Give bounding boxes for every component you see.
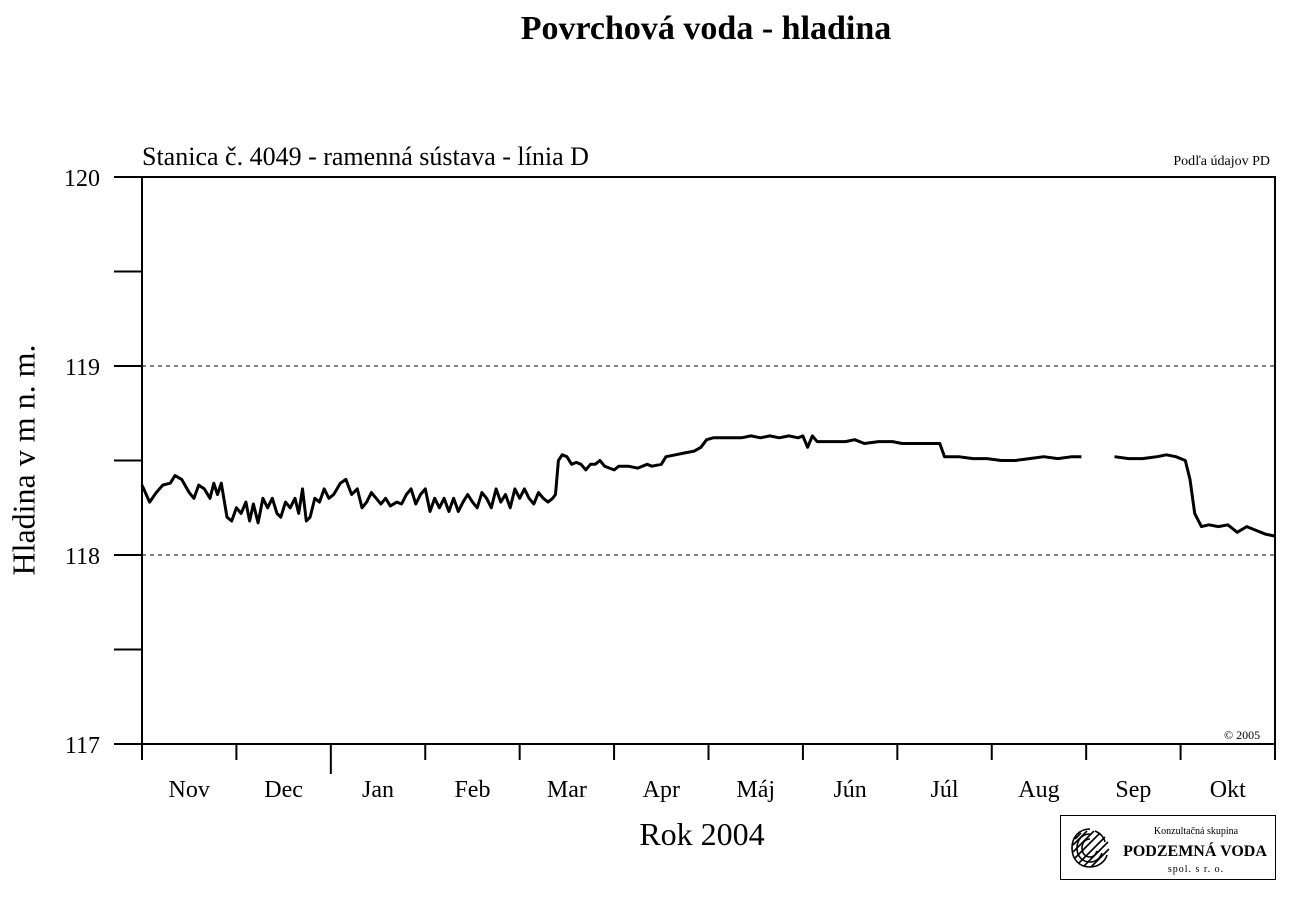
x-tick-label: Apr	[643, 777, 680, 803]
x-tick-label: Dec	[264, 777, 303, 803]
y-tick-label: 117	[65, 733, 100, 759]
x-axis-label: Rok 2004	[639, 816, 765, 852]
plot-frame	[141, 176, 1276, 745]
x-tick-label: Mar	[547, 777, 587, 803]
x-tick-label: Feb	[454, 777, 490, 803]
logo-tagline: Konzultačná skupina	[1153, 826, 1239, 837]
chart-subtitle: Stanica č. 4049 - ramenná sústava - líni…	[142, 142, 589, 171]
logo-spiral-icon	[1071, 828, 1110, 868]
copyright-note: © 2005	[1224, 728, 1261, 742]
x-tick-label: Sep	[1115, 777, 1151, 803]
x-tick-label: Okt	[1210, 777, 1246, 803]
x-tick-label: Máj	[736, 777, 775, 803]
x-tick-label: Jan	[362, 777, 394, 803]
logo-company-name: PODZEMNÁ VODA	[1123, 843, 1267, 860]
y-tick-label: 120	[64, 166, 100, 192]
x-tick-label: Jún	[833, 777, 866, 803]
series-line-segment	[140, 434, 1082, 525]
x-tick-label: Júl	[931, 777, 959, 803]
chart-title: Povrchová voda - hladina	[520, 10, 892, 47]
x-tick-label: Aug	[1018, 777, 1059, 803]
logo-company-suffix: spol. s r. o.	[1167, 864, 1225, 875]
series-line-segment	[1114, 453, 1276, 538]
company-logo: Konzultačná skupina PODZEMNÁ VODA spol. …	[1060, 815, 1276, 880]
source-note: Podľa údajov PD	[1173, 154, 1270, 169]
x-tick-label: Nov	[169, 777, 210, 803]
y-tick-label: 118	[65, 544, 100, 570]
y-tick-label: 119	[65, 355, 100, 381]
